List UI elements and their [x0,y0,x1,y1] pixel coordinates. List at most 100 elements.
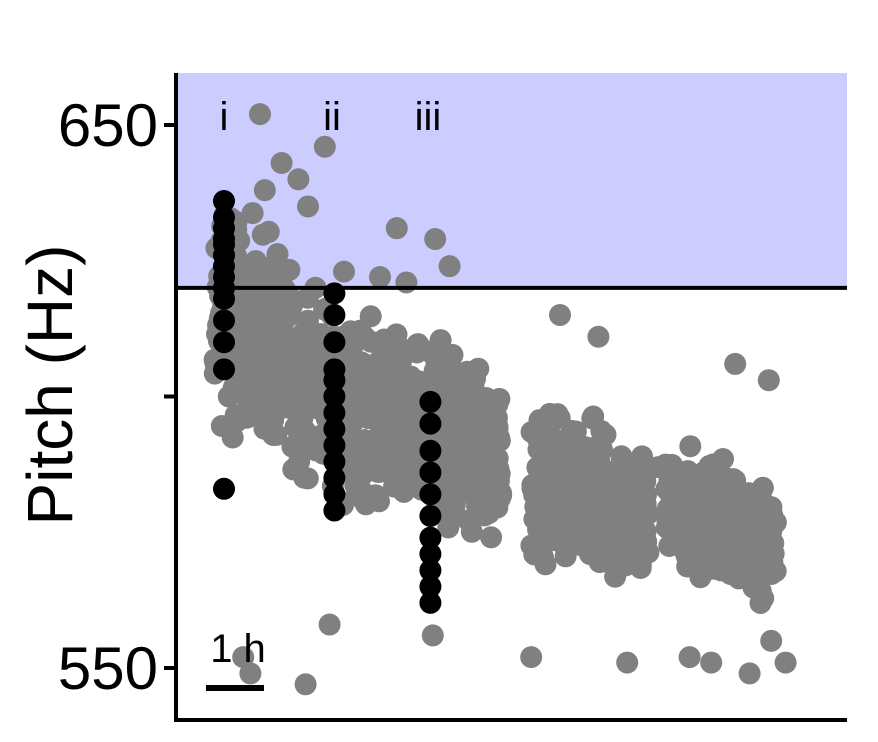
data-point [753,495,776,518]
data-point [593,537,616,560]
highlighted-point [419,439,442,462]
data-point [270,152,293,175]
grey-points-layer [203,103,797,696]
data-point [774,651,797,674]
data-point [587,325,610,348]
data-point [486,484,509,507]
data-point [333,260,355,283]
data-point [217,385,240,408]
data-point [674,483,697,506]
data-point [467,357,490,380]
highlighted-point [323,401,346,424]
highlighted-point [419,575,442,598]
data-point [724,352,747,375]
y-tick-label: 650 [58,92,158,159]
data-point [616,651,639,674]
data-point [468,404,491,427]
data-point [692,461,715,484]
data-point [253,179,276,202]
data-point [385,217,408,240]
data-point [738,565,761,588]
y-ticks: 650 550 [58,92,176,702]
data-point [546,507,569,530]
highlighted-point [419,390,442,413]
data-point [449,422,471,445]
data-point [297,195,319,218]
data-point [647,456,670,479]
data-point [385,323,408,346]
data-point [239,344,262,367]
data-point [596,462,619,485]
highlighted-point [323,369,346,392]
data-point [349,320,372,343]
scale-bar-label: 1 h [210,627,266,671]
data-point [657,515,680,538]
data-point [221,426,244,449]
data-point [678,646,701,669]
data-point [438,255,461,278]
highlighted-point [323,418,346,441]
data-point [629,557,652,579]
data-point [450,478,473,501]
data-point [369,266,391,289]
data-point [736,487,759,509]
data-point [342,410,365,432]
data-point [386,413,409,436]
data-point [480,526,503,549]
data-point [313,135,336,158]
data-point [591,482,614,505]
highlighted-point [213,309,235,332]
segment-label: i [220,95,229,139]
data-point [421,624,444,647]
data-point [437,516,460,539]
data-point [270,272,293,295]
data-point [560,419,583,442]
data-point [262,409,284,432]
data-point [736,529,759,552]
data-point [241,202,264,225]
data-point [619,501,642,524]
highlighted-point [419,526,442,549]
highlighted-point [213,477,235,500]
data-point [757,517,780,540]
data-point [760,629,783,652]
data-point [757,369,780,392]
data-point [251,223,274,246]
highlighted-point [323,304,346,327]
data-point [379,454,402,477]
data-point [712,448,734,470]
data-point [712,559,734,582]
data-point [526,426,549,449]
data-point [395,271,418,294]
data-point [359,305,382,328]
data-point [242,298,265,321]
highlighted-point [213,287,235,310]
data-point [475,441,498,464]
data-point [620,528,643,551]
data-point [345,392,368,415]
data-point [245,399,268,422]
highlighted-point [419,559,442,582]
data-point [448,376,470,399]
data-point [350,351,373,374]
data-point [700,651,723,674]
data-point [348,372,371,395]
data-point [484,468,507,491]
segment-label: iii [415,95,442,139]
y-axis-label: Pitch (Hz) [14,245,86,526]
data-point [696,548,719,571]
highlighted-point [419,542,442,565]
data-point [255,331,278,354]
data-point [287,168,310,191]
data-point [710,522,733,545]
data-point [271,313,294,336]
data-point [349,478,372,501]
data-point [746,546,769,569]
highlighted-point [419,483,442,506]
data-point [283,388,306,411]
highlighted-point [419,591,442,614]
data-point [520,646,543,669]
segment-label: ii [323,95,341,139]
data-point [627,485,649,508]
